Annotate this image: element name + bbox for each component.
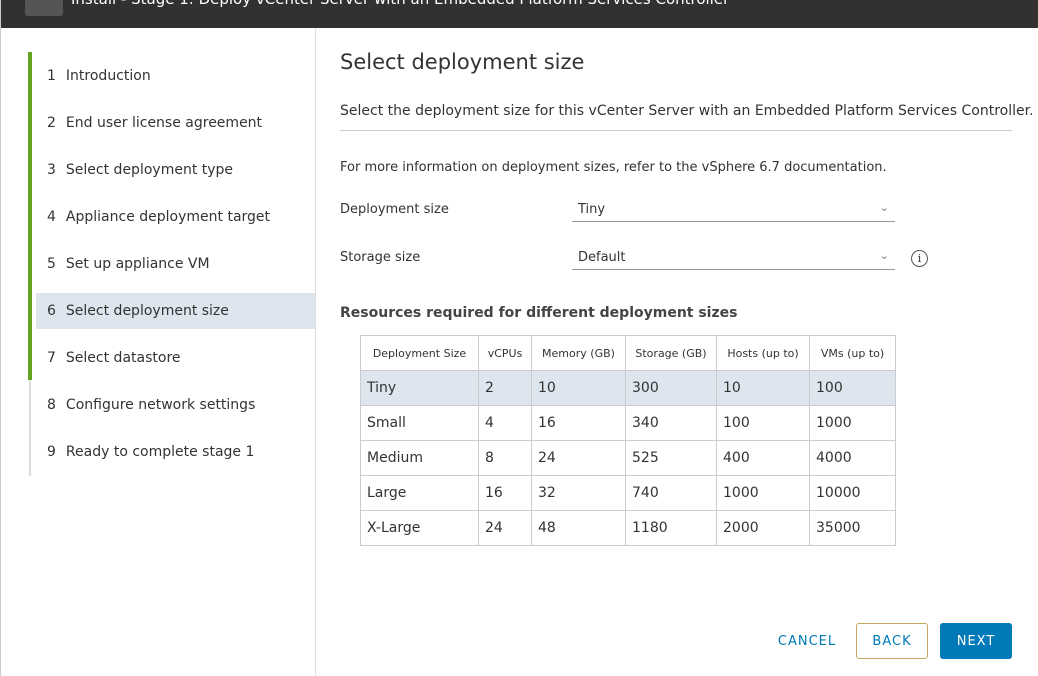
select-value: Tiny bbox=[578, 202, 606, 217]
field-label: Storage size bbox=[340, 250, 421, 265]
step-number: 6 bbox=[47, 303, 56, 319]
step-number: 7 bbox=[47, 350, 56, 366]
table-row: Small 4 16 340 100 1000 bbox=[360, 405, 896, 441]
table-cell: X-Large bbox=[360, 510, 479, 546]
next-button[interactable]: NEXT bbox=[940, 623, 1012, 659]
table-cell: 16 bbox=[478, 475, 532, 511]
column-header: VMs (up to) bbox=[809, 335, 896, 371]
table-cell: 1000 bbox=[809, 405, 896, 441]
step[interactable]: 9 Ready to complete stage 1 bbox=[47, 444, 254, 460]
table-cell: 8 bbox=[478, 440, 532, 476]
table-row: Large 16 32 740 1000 10000 bbox=[360, 475, 896, 511]
back-button[interactable]: BACK bbox=[856, 623, 928, 659]
step-number: 5 bbox=[47, 256, 56, 272]
table-cell: Medium bbox=[360, 440, 479, 476]
divider bbox=[340, 130, 1012, 131]
table-cell: 48 bbox=[531, 510, 626, 546]
step-number: 1 bbox=[47, 68, 56, 84]
table-cell: Tiny bbox=[360, 370, 479, 406]
progress-track bbox=[29, 380, 31, 476]
table-cell: 740 bbox=[625, 475, 717, 511]
column-header: Memory (GB) bbox=[531, 335, 626, 371]
step-label: Select deployment type bbox=[65, 162, 234, 178]
column-header: Deployment Size bbox=[360, 335, 479, 371]
header-bar bbox=[1, 0, 1038, 28]
table-cell: 525 bbox=[625, 440, 717, 476]
table-cell: 100 bbox=[809, 370, 896, 406]
table-cell: 10 bbox=[531, 370, 626, 406]
chevron: ⌄ bbox=[879, 249, 889, 262]
table-cell: 4000 bbox=[809, 440, 896, 476]
step[interactable]: 4 Appliance deployment target bbox=[47, 209, 270, 225]
table-cell: 400 bbox=[716, 440, 810, 476]
step-label: Appliance deployment target bbox=[65, 209, 271, 225]
storage-size-select[interactable]: Default ⌄ bbox=[572, 247, 895, 270]
step-label: Select deployment size bbox=[65, 303, 229, 319]
logo bbox=[25, 0, 63, 16]
table-row: Tiny 2 10 300 10 100 bbox=[360, 370, 896, 406]
table-cell: 2 bbox=[478, 370, 532, 406]
step-label: Introduction bbox=[65, 68, 151, 84]
table-cell: 300 bbox=[625, 370, 717, 406]
column-header: Storage (GB) bbox=[625, 335, 717, 371]
chevron: ⌄ bbox=[879, 201, 889, 214]
window-title: Install - Stage 1: Deploy vCenter Server… bbox=[71, 0, 729, 8]
table-cell: 16 bbox=[531, 405, 626, 441]
table-cell: Small bbox=[360, 405, 479, 441]
header-row: Deployment Size vCPUs Memory (GB) Storage (… bbox=[360, 335, 896, 371]
step-number: 4 bbox=[47, 209, 56, 225]
column-header: vCPUs bbox=[478, 335, 532, 371]
info-icon[interactable]: i bbox=[911, 250, 928, 267]
table-cell: 4 bbox=[478, 405, 532, 441]
step-label: Set up appliance VM bbox=[65, 256, 210, 272]
select-value: Default bbox=[578, 250, 626, 265]
table-cell: 100 bbox=[716, 405, 810, 441]
step[interactable]: 3 Select deployment type bbox=[47, 162, 233, 178]
field-label: Deployment size bbox=[340, 202, 449, 217]
table-row: X-Large 24 48 1180 2000 35000 bbox=[360, 510, 896, 546]
step[interactable]: 1 Introduction bbox=[47, 68, 151, 84]
deployment-size-select[interactable]: Tiny ⌄ bbox=[572, 199, 895, 222]
step-label: End user license agreement bbox=[65, 115, 263, 131]
table-cell: 1000 bbox=[716, 475, 810, 511]
table-title: Resources required for different deploym… bbox=[340, 305, 738, 321]
step[interactable]: 8 Configure network settings bbox=[47, 397, 255, 413]
selected-step-bg bbox=[36, 293, 315, 329]
table-cell: 24 bbox=[478, 510, 532, 546]
table-cell: 32 bbox=[531, 475, 626, 511]
progress-bar bbox=[28, 52, 32, 380]
table-cell: Large bbox=[360, 475, 479, 511]
step-label: Ready to complete stage 1 bbox=[65, 444, 255, 460]
step-number: 8 bbox=[47, 397, 56, 413]
page-title: Select deployment size bbox=[340, 50, 585, 74]
table-cell: 35000 bbox=[809, 510, 896, 546]
step[interactable]: 5 Set up appliance VM bbox=[47, 256, 210, 272]
step-number: 2 bbox=[47, 115, 56, 131]
step-label: Configure network settings bbox=[65, 397, 256, 413]
column-header: Hosts (up to) bbox=[716, 335, 810, 371]
table-row: Medium 8 24 525 400 4000 bbox=[360, 440, 896, 476]
step[interactable]: 2 End user license agreement bbox=[47, 115, 262, 131]
sizes-table: Deployment Size vCPUs Memory (GB) Storage (… bbox=[360, 335, 896, 546]
table-cell: 340 bbox=[625, 405, 717, 441]
table-cell: 10000 bbox=[809, 475, 896, 511]
table-cell: 10 bbox=[716, 370, 810, 406]
table-cell: 1180 bbox=[625, 510, 717, 546]
step-number: 9 bbox=[47, 444, 56, 460]
cancel-button[interactable]: CANCEL bbox=[777, 633, 837, 649]
step-number: 3 bbox=[47, 162, 56, 178]
sidebar bbox=[1, 28, 316, 676]
description: Select the deployment size for this vCen… bbox=[340, 103, 1034, 119]
step[interactable]: 7 Select datastore bbox=[47, 350, 181, 366]
step-label: Select datastore bbox=[65, 350, 181, 366]
table-cell: 24 bbox=[531, 440, 626, 476]
step[interactable]: 6 Select deployment size bbox=[47, 303, 229, 319]
info-text: For more information on deployment sizes… bbox=[340, 160, 887, 175]
table-cell: 2000 bbox=[716, 510, 810, 546]
